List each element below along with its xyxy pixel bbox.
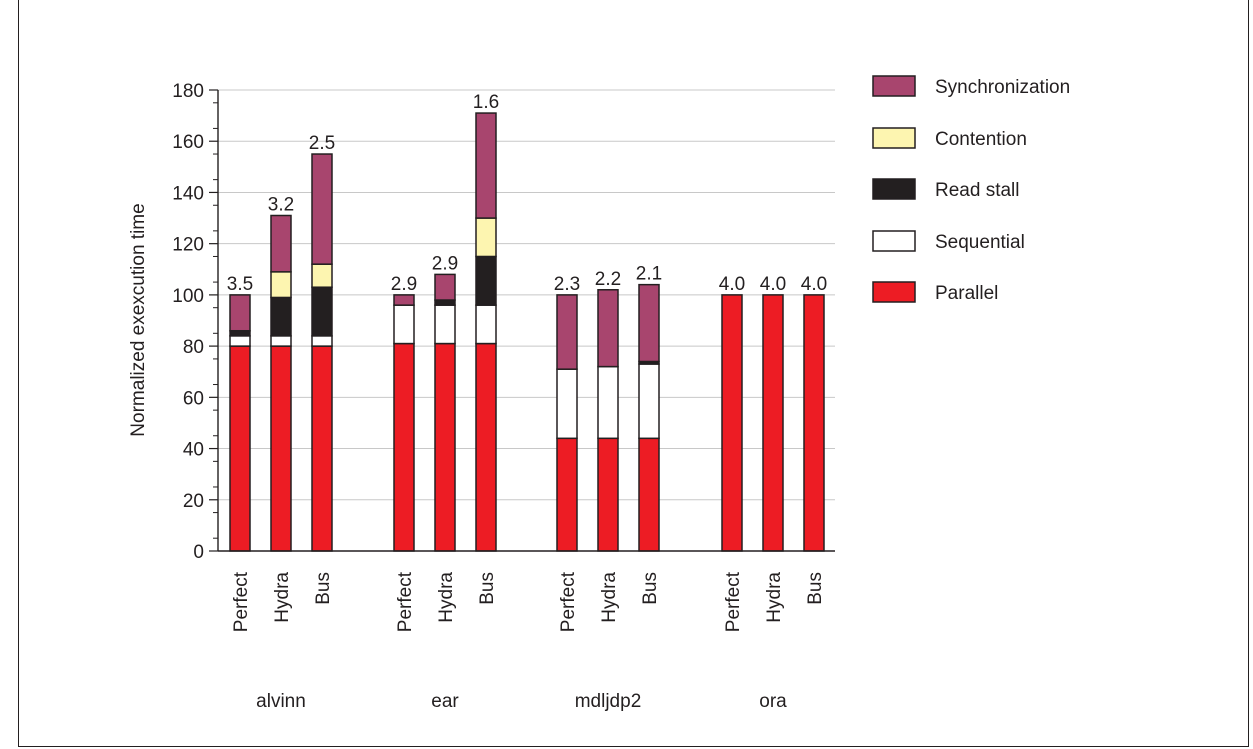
x-category-label: Perfect [558,571,579,632]
x-category-label: Bus [640,572,661,605]
y-tick-label: 140 [172,183,204,204]
x-category-label: Hydra [764,572,785,623]
bar-segment-synchronization [270,214,292,273]
legend-label: Contention [935,129,1027,150]
bar-segment-sequential [638,363,660,440]
bar-segment-synchronization [597,289,619,368]
speedup-label: 4.0 [801,274,827,295]
bar-segment-read-stall [229,329,251,337]
bar-segment-contention [475,217,497,258]
group-label: ora [759,691,787,712]
x-category-label: Hydra [272,572,293,623]
legend-label: Read stall [935,180,1020,201]
x-category-label: Bus [477,572,498,605]
speedup-label: 2.3 [554,274,580,295]
bar-segment-synchronization [311,153,333,265]
speedup-label: 2.2 [595,269,621,290]
bar-segment-synchronization [475,112,497,219]
bar-segment-parallel [762,294,784,552]
bar-segment-sequential [393,304,415,345]
bar-segment-read-stall [434,299,456,306]
legend-swatch [872,230,916,252]
speedup-label: 2.9 [432,253,458,274]
bar-segment-parallel [229,345,251,552]
bar-segment-parallel [270,345,292,552]
legend-label: Parallel [935,283,998,304]
bar-segment-synchronization [556,294,578,370]
axes: 0 20 40 60 80 100 120 140 160 180 [172,81,835,563]
legend-swatch [872,127,916,149]
legend-label: Sequential [935,232,1025,253]
bar-segment-synchronization [638,283,660,363]
x-category-label: Perfect [395,571,416,632]
speedup-label: 3.2 [268,194,294,215]
bar-segment-sequential [434,304,456,345]
x-category-label: Perfect [231,571,252,632]
bars: 3.5 Perfect 3.2 Hydra 2.5 Bus alvinn 2.9 Perfect… [227,92,827,712]
bar-segment-parallel [311,345,333,552]
legend-swatch [872,281,916,303]
x-category-label: Bus [805,572,826,605]
bar-segment-read-stall [311,286,333,337]
speedup-label: 3.5 [227,274,253,295]
bar-segment-sequential [311,335,333,347]
y-tick-label: 20 [183,491,204,512]
bar-segment-parallel [434,342,456,552]
x-category-label: Hydra [436,572,457,623]
speedup-label: 2.5 [309,133,335,154]
bar-segment-parallel [721,294,743,552]
legend-swatch [872,178,916,200]
speedup-label: 2.1 [636,264,662,285]
group-label: mdljdp2 [575,691,642,712]
bar-segment-sequential [229,335,251,347]
speedup-label: 2.9 [391,274,417,295]
y-tick-label: 180 [172,81,204,102]
speedup-label: 1.6 [473,92,499,113]
bar-segment-synchronization [229,294,251,332]
bar-segment-synchronization [434,273,456,301]
legend-swatch [872,75,916,97]
bar-segment-parallel [597,437,619,552]
legend-label: Synchronization [935,77,1070,98]
speedup-label: 4.0 [719,274,745,295]
chart-frame [18,0,1249,747]
bar-segment-synchronization [393,294,415,306]
x-category-label: Perfect [723,571,744,632]
group-label: alvinn [256,691,306,712]
x-category-label: Bus [313,572,334,605]
y-tick-label: 100 [172,286,204,307]
legend: Synchronization Contention Read stall Seque… [872,75,1070,304]
x-category-label: Hydra [599,572,620,623]
y-tick-label: 40 [183,440,204,461]
bar-segment-sequential [270,335,292,347]
speedup-label: 4.0 [760,274,786,295]
bar-segment-parallel [556,437,578,552]
bar-segment-parallel [475,342,497,552]
bar-segment-contention [311,263,333,288]
bar-segment-contention [270,271,292,299]
bar-segment-sequential [556,368,578,440]
y-tick-label: 160 [172,132,204,153]
bar-segment-read-stall [475,255,497,306]
y-tick-label: 120 [172,235,204,256]
bar-segment-parallel [638,437,660,552]
bar-segment-read-stall [270,296,292,337]
bar-segment-parallel [393,342,415,552]
bar-segment-sequential [475,304,497,345]
y-tick-label: 60 [183,388,204,409]
group-label: ear [431,691,459,712]
bar-segment-parallel [803,294,825,552]
y-axis-title: Normalized exexcution time [128,203,149,436]
y-tick-label: 0 [193,542,204,563]
bar-segment-sequential [597,365,619,440]
y-tick-label: 80 [183,337,204,358]
